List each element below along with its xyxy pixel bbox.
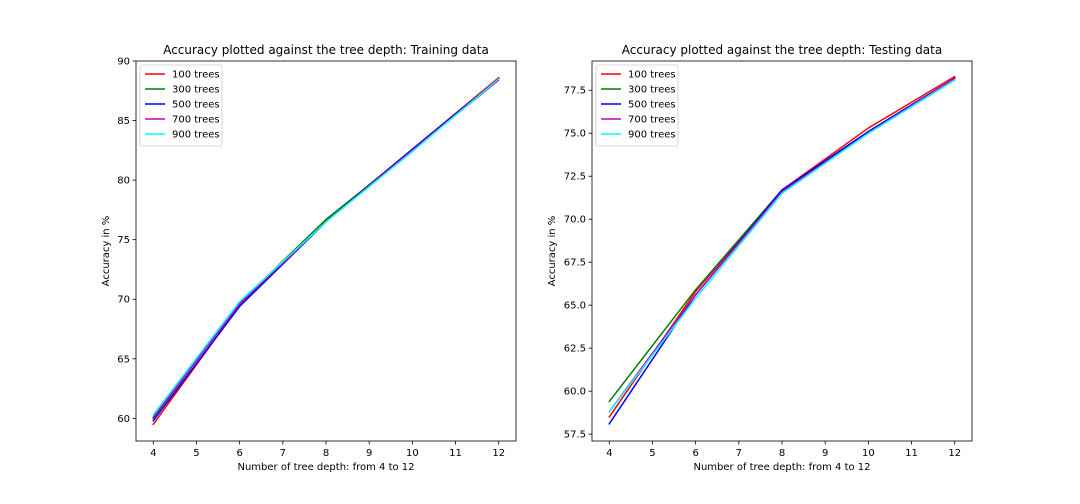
x-tick-label: 5 <box>193 448 199 459</box>
x-tick-label: 12 <box>492 448 505 459</box>
legend-box <box>595 64 679 147</box>
legend-entry: 100 trees <box>172 70 220 81</box>
legend-entry: 900 trees <box>172 130 220 141</box>
y-tick-label: 60.0 <box>564 387 586 398</box>
x-tick-label: 6 <box>236 448 242 459</box>
y-tick-label: 77.5 <box>564 86 586 97</box>
x-tick-label: 4 <box>606 448 612 459</box>
y-axis-label: Accuracy in % <box>547 216 558 287</box>
series-line-5 <box>152 77 500 416</box>
x-tick-label: 10 <box>862 448 875 459</box>
chart-panel-1: Accuracy plotted against the tree depth:… <box>101 43 517 473</box>
legend-entry: 700 trees <box>628 115 676 126</box>
legend-entry: 300 trees <box>628 85 676 96</box>
series-line-5 <box>608 78 956 413</box>
x-tick-label: 6 <box>692 448 698 459</box>
x-tick-label: 8 <box>779 448 785 459</box>
x-tick-label: 4 <box>150 448 156 459</box>
series-line-3 <box>608 77 956 425</box>
legend-box <box>139 64 223 147</box>
y-tick-label: 90 <box>117 57 130 68</box>
x-tick-label: 11 <box>905 448 918 459</box>
chart-title: Accuracy plotted against the tree depth:… <box>163 43 489 57</box>
y-tick-label: 70.0 <box>564 215 586 226</box>
y-tick-label: 65.0 <box>564 301 586 312</box>
x-tick-label: 8 <box>323 448 329 459</box>
x-tick-label: 9 <box>366 448 372 459</box>
x-tick-label: 5 <box>649 448 655 459</box>
legend-entry: 700 trees <box>172 115 220 126</box>
legend-entry: 900 trees <box>628 130 676 141</box>
legend: 100 trees 300 trees 500 trees 700 trees 900 … <box>139 64 223 147</box>
y-tick-label: 75 <box>117 235 130 246</box>
charts: Accuracy plotted against the tree depth:… <box>101 43 973 473</box>
x-tick-label: 10 <box>406 448 419 459</box>
y-axis-label: Accuracy in % <box>101 216 112 287</box>
y-tick-label: 72.5 <box>564 172 586 183</box>
x-tick-label: 7 <box>280 448 286 459</box>
y-tick-label: 75.0 <box>564 129 586 140</box>
x-tick-label: 12 <box>948 448 961 459</box>
x-tick-label: 9 <box>822 448 828 459</box>
legend: 100 trees 300 trees 500 trees 700 trees 900 … <box>595 64 679 147</box>
y-tick-label: 85 <box>117 116 130 127</box>
axes-frame <box>591 60 973 442</box>
x-axis-label: Number of tree depth: from 4 to 12 <box>237 462 414 473</box>
y-tick-label: 60 <box>117 414 130 425</box>
y-tick-label: 65 <box>117 354 130 365</box>
y-tick-label: 80 <box>117 176 130 187</box>
y-tick-label: 70 <box>117 295 130 306</box>
x-tick-label: 11 <box>449 448 462 459</box>
y-tick-label: 57.5 <box>564 430 586 441</box>
y-tick-label: 67.5 <box>564 258 586 269</box>
axes-frame <box>135 60 517 442</box>
legend-entry: 500 trees <box>172 100 220 111</box>
x-axis-label: Number of tree depth: from 4 to 12 <box>693 462 870 473</box>
legend-entry: 300 trees <box>172 85 220 96</box>
chart-panel-2: Accuracy plotted against the tree depth:… <box>547 43 973 473</box>
y-tick-label: 62.5 <box>564 344 586 355</box>
legend-entry: 500 trees <box>628 100 676 111</box>
chart-title: Accuracy plotted against the tree depth:… <box>622 43 942 57</box>
legend-entry: 100 trees <box>628 70 676 81</box>
x-tick-label: 7 <box>736 448 742 459</box>
